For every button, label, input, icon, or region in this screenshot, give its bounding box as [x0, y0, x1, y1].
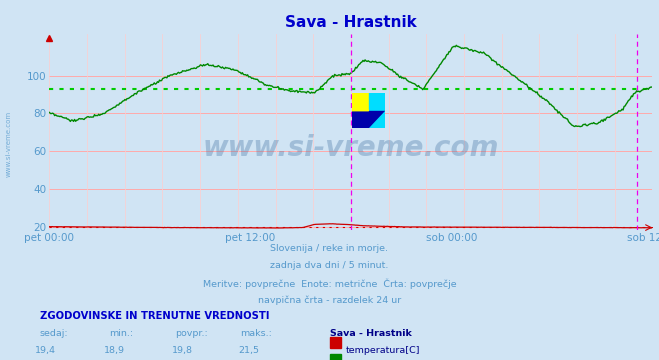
- Bar: [368, 93, 386, 111]
- Text: 19,4: 19,4: [35, 346, 56, 355]
- Text: navpična črta - razdelek 24 ur: navpična črta - razdelek 24 ur: [258, 296, 401, 305]
- Bar: [352, 111, 368, 129]
- Text: www.si-vreme.com: www.si-vreme.com: [203, 134, 499, 162]
- Text: maks.:: maks.:: [241, 329, 272, 338]
- Text: Meritve: povprečne  Enote: metrične  Črta: povprečje: Meritve: povprečne Enote: metrične Črta:…: [203, 279, 456, 289]
- Text: Slovenija / reke in morje.: Slovenija / reke in morje.: [270, 244, 389, 253]
- Text: 21,5: 21,5: [238, 346, 259, 355]
- Text: www.si-vreme.com: www.si-vreme.com: [5, 111, 12, 177]
- Polygon shape: [368, 111, 386, 129]
- Text: ZGODOVINSKE IN TRENUTNE VREDNOSTI: ZGODOVINSKE IN TRENUTNE VREDNOSTI: [40, 311, 269, 321]
- Bar: [352, 93, 368, 111]
- Text: min.:: min.:: [109, 329, 133, 338]
- Text: 18,9: 18,9: [104, 346, 125, 355]
- Text: Sava - Hrastnik: Sava - Hrastnik: [330, 329, 411, 338]
- Text: povpr.:: povpr.:: [175, 329, 208, 338]
- Text: 19,8: 19,8: [172, 346, 193, 355]
- Bar: [368, 111, 386, 129]
- Polygon shape: [352, 93, 368, 111]
- Text: zadnja dva dni / 5 minut.: zadnja dva dni / 5 minut.: [270, 261, 389, 270]
- Title: Sava - Hrastnik: Sava - Hrastnik: [285, 15, 416, 30]
- Text: temperatura[C]: temperatura[C]: [345, 346, 420, 355]
- Text: sedaj:: sedaj:: [40, 329, 68, 338]
